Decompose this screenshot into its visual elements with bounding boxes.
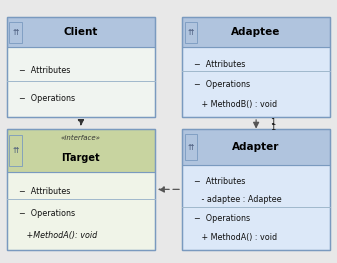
- Text: ITarget: ITarget: [62, 154, 100, 164]
- Bar: [7, 173, 155, 250]
- Text: 1: 1: [270, 118, 275, 127]
- Text: Client: Client: [64, 27, 98, 37]
- Text: −  Operations: − Operations: [19, 209, 75, 218]
- Bar: [9, 22, 22, 43]
- Bar: [7, 17, 155, 117]
- Bar: [182, 17, 330, 117]
- Bar: [7, 129, 155, 173]
- Text: −  Attributes: − Attributes: [19, 187, 70, 196]
- Bar: [182, 165, 330, 250]
- Text: +MethodA(): void: +MethodA(): void: [19, 231, 97, 240]
- Text: −  Operations: − Operations: [194, 214, 250, 223]
- Bar: [185, 134, 197, 160]
- Bar: [7, 47, 155, 117]
- Text: 1: 1: [270, 123, 275, 132]
- Text: ⇈: ⇈: [13, 28, 19, 37]
- Text: −  Attributes: − Attributes: [194, 59, 245, 69]
- Text: ⇈: ⇈: [13, 146, 19, 155]
- Bar: [182, 17, 330, 47]
- Text: −  Attributes: − Attributes: [194, 177, 245, 186]
- Bar: [182, 129, 330, 165]
- Bar: [182, 129, 330, 250]
- Text: «interface»: «interface»: [61, 135, 101, 141]
- Text: Adapter: Adapter: [233, 142, 280, 152]
- Text: + MethodB() : void: + MethodB() : void: [194, 99, 277, 109]
- Text: ⇈: ⇈: [188, 143, 194, 151]
- Text: + MethodA() : void: + MethodA() : void: [194, 233, 277, 242]
- Text: −  Operations: − Operations: [19, 94, 75, 103]
- Text: ⇈: ⇈: [188, 28, 194, 37]
- Text: - adaptee : Adaptee: - adaptee : Adaptee: [194, 195, 281, 204]
- Bar: [182, 47, 330, 117]
- Text: −  Attributes: − Attributes: [19, 66, 70, 75]
- Text: −  Operations: − Operations: [194, 79, 250, 89]
- Bar: [7, 129, 155, 250]
- Text: Adaptee: Adaptee: [232, 27, 281, 37]
- Bar: [7, 17, 155, 47]
- Bar: [9, 135, 22, 166]
- Bar: [185, 22, 197, 43]
